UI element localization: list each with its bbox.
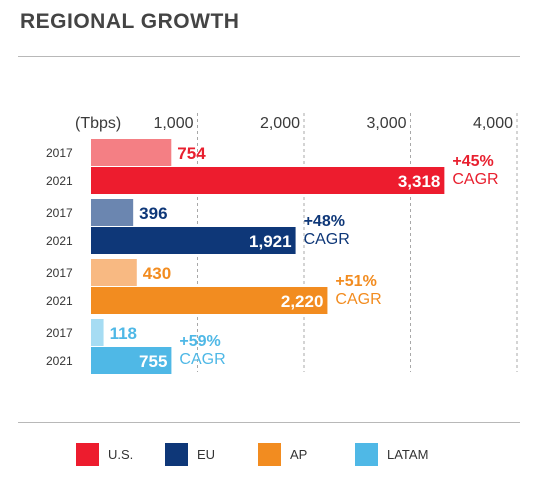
x-tick-label: 3,000 (366, 115, 406, 132)
bar-ap-2021 (91, 287, 328, 314)
chart-legend: U.S. EU AP LATAM (0, 440, 556, 468)
year-label-latam-2017: 2017 (46, 326, 73, 340)
year-label-eu-2017: 2017 (46, 206, 73, 220)
legend-swatch-ap (258, 442, 281, 466)
bar-us-2017 (91, 139, 172, 166)
value-label-us-2017: 754 (177, 144, 206, 163)
legend-label-eu: EU (197, 446, 216, 462)
legend-item-us: U.S. (76, 440, 133, 468)
year-label-ap-2017: 2017 (46, 266, 73, 280)
cagr-text-us: CAGR (452, 171, 498, 188)
x-tick-label: 1,000 (153, 115, 193, 132)
legend-swatch-us (76, 442, 99, 466)
value-label-latam-2021: 755 (139, 352, 167, 371)
cagr-value-ap: +51% (335, 273, 376, 290)
title-divider (18, 56, 520, 57)
legend-label-us: U.S. (108, 446, 134, 462)
x-tick-label: 2,000 (260, 115, 300, 132)
year-label-ap-2021: 2021 (46, 294, 73, 308)
bar-ap-2017 (91, 259, 137, 286)
chart-title: REGIONAL GROWTH (20, 10, 240, 33)
legend-divider (18, 422, 520, 423)
bar-eu-2017 (91, 199, 134, 226)
value-label-latam-2017: 118 (110, 324, 137, 343)
cagr-text-ap: CAGR (335, 291, 381, 308)
legend-label-ap: AP (290, 446, 308, 462)
x-tick-label: 4,000 (473, 115, 513, 132)
legend-swatch-eu (165, 442, 188, 466)
cagr-text-latam: CAGR (179, 351, 225, 368)
legend-item-ap: AP (258, 440, 307, 468)
year-label-eu-2021: 2021 (46, 234, 73, 248)
value-label-ap-2021: 2,220 (281, 292, 324, 311)
year-label-us-2021: 2021 (46, 174, 73, 188)
year-label-latam-2021: 2021 (46, 354, 73, 368)
cagr-value-us: +45% (452, 153, 493, 170)
value-label-eu-2021: 1,921 (249, 232, 292, 251)
legend-item-latam: LATAM (355, 440, 428, 468)
bar-us-2021 (91, 167, 445, 194)
legend-item-eu: EU (165, 440, 215, 468)
value-label-us-2021: 3,318 (398, 172, 441, 191)
year-label-us-2017: 2017 (46, 146, 73, 160)
bar-latam-2021 (91, 347, 172, 374)
value-label-ap-2017: 430 (143, 264, 171, 283)
cagr-text-eu: CAGR (304, 231, 350, 248)
unit-label: (Tbps) (75, 115, 121, 132)
legend-label-latam: LATAM (387, 446, 429, 462)
cagr-value-eu: +48% (304, 213, 345, 230)
value-label-eu-2017: 396 (139, 204, 167, 223)
bar-eu-2021 (91, 227, 296, 254)
bar-latam-2017 (91, 319, 104, 346)
legend-swatch-latam (355, 442, 378, 466)
cagr-value-latam: +59% (179, 333, 220, 350)
